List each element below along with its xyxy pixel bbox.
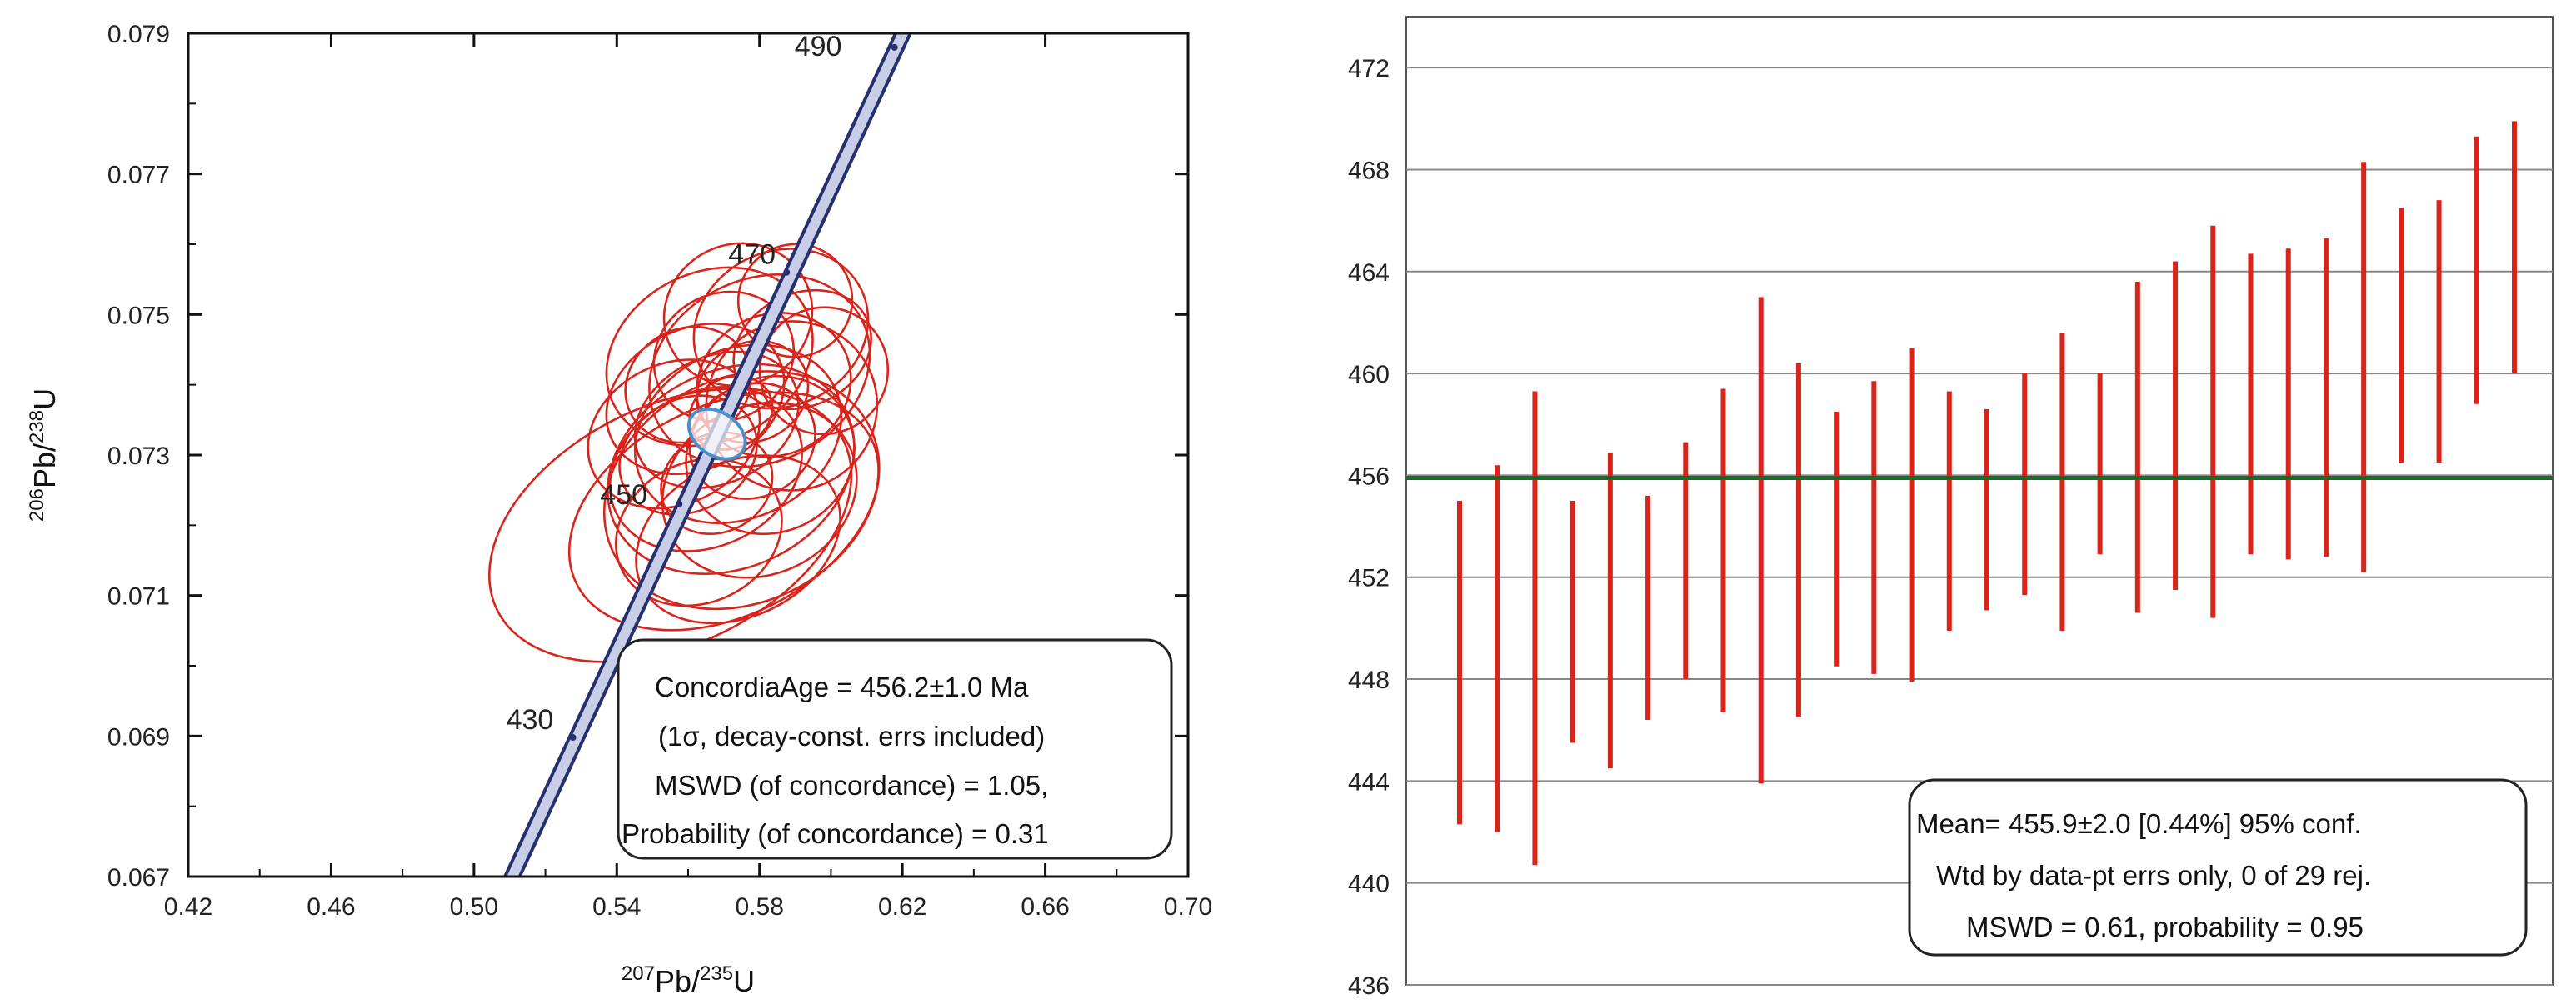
y-tick-label: 456 — [1348, 462, 1390, 490]
concordia-chart: 430 450 470 490 0.42 0.46 0.50 0.54 0.58 0.62 0.6… — [26, 21, 1212, 998]
concordia-plot-frame — [187, 32, 1190, 878]
concordia-age-marker — [783, 268, 791, 276]
data-ellipse — [662, 242, 814, 388]
x-tick-label: 0.70 — [1164, 893, 1212, 921]
concordia-age-marker — [676, 501, 683, 508]
concordia-curve — [502, 33, 912, 877]
y-tick-labels: 436 440 444 448 452 456 460 464 468 472 — [1348, 55, 1390, 1000]
y-tick-label: 468 — [1348, 157, 1390, 184]
data-ellipse — [736, 242, 854, 358]
y-tick-label: 0.073 — [107, 442, 170, 470]
stats-box-frame — [1908, 778, 2528, 957]
data-ellipses — [487, 242, 890, 663]
x-tick-label: 0.62 — [878, 893, 926, 921]
y-tick-label: 440 — [1348, 871, 1390, 898]
mswd-text: MSWD (of concordance) = 1.05, — [655, 770, 1048, 801]
x-tick-label: 0.58 — [736, 893, 784, 921]
concordia-age-label: 470 — [728, 239, 776, 271]
y-tick-label: 0.067 — [107, 864, 170, 892]
decay-const-text: (1σ, decay-const. errs included) — [658, 721, 1045, 752]
error-bars — [1457, 121, 2517, 866]
data-ellipse — [567, 391, 880, 632]
weighted-mean-chart: 436 440 444 448 452 456 460 464 468 472 Mean= 455… — [1348, 16, 2554, 1000]
x-tick-label: 0.66 — [1021, 893, 1069, 921]
probability-text: Probability (of concordance) = 0.31 — [622, 818, 1049, 849]
x-tick-label: 0.50 — [450, 893, 498, 921]
concordia-envelope-line — [517, 33, 912, 877]
concordia-age-label: 430 — [507, 704, 554, 736]
data-ellipse — [758, 306, 890, 436]
concordia-age-marker — [891, 43, 898, 51]
y-tick-label: 464 — [1348, 259, 1390, 287]
data-ellipse — [605, 266, 814, 448]
data-ellipse — [602, 370, 881, 611]
y-tick-label: 0.077 — [107, 162, 170, 189]
concordia-stats-box: ConcordiaAge = 456.2±1.0 Ma (1σ, decay-c… — [617, 638, 1173, 860]
data-ellipse — [607, 362, 856, 576]
data-ellipse — [487, 388, 853, 663]
x-tick-label: 0.54 — [592, 893, 641, 921]
concordia-age-label: 490 — [795, 31, 842, 62]
weighting-text: Wtd by data-pt errs only, 0 of 29 rej. — [1936, 860, 2371, 891]
data-ellipse — [587, 358, 761, 510]
y-tick-label: 444 — [1348, 768, 1390, 796]
y-tick-label: 0.075 — [107, 302, 170, 329]
concordia-age-label: 450 — [600, 479, 647, 511]
x-tick-label: 0.46 — [307, 893, 355, 921]
x-axis-title: 207Pb/235U — [622, 962, 755, 998]
data-ellipse — [648, 273, 871, 468]
y-tick-labels: 0.067 0.069 0.071 0.073 0.075 0.077 0.079 — [107, 21, 170, 892]
stats-box-frame — [617, 638, 1173, 860]
concordia-age-labels: 430 450 470 490 — [507, 31, 842, 736]
y-tick-label: 472 — [1348, 55, 1390, 82]
concordia-age-text: ConcordiaAge = 456.2±1.0 Ma — [655, 672, 1029, 702]
y-tick-label: 436 — [1348, 972, 1390, 1000]
y-tick-label: 0.079 — [107, 21, 170, 48]
y-tick-label: 452 — [1348, 565, 1390, 592]
concordia-age-marker — [569, 734, 577, 742]
data-ellipse — [652, 290, 796, 423]
y-axis-title: 206Pb/238U — [26, 388, 62, 522]
y-tick-label: 448 — [1348, 667, 1390, 694]
concordia-age-ellipse — [686, 407, 747, 461]
mean-text: Mean= 455.9±2.0 [0.44%] 95% conf. — [1916, 808, 2362, 839]
x-tick-label: 0.42 — [164, 893, 212, 921]
weighted-mean-stats-box: Mean= 455.9±2.0 [0.44%] 95% conf. Wtd by… — [1908, 778, 2528, 957]
data-ellipse — [618, 394, 758, 516]
y-tick-label: 0.069 — [107, 723, 170, 751]
y-tick-label: 460 — [1348, 361, 1390, 388]
mswd-probability-text: MSWD = 0.61, probability = 0.95 — [1966, 912, 2364, 942]
x-tick-labels: 0.42 0.46 0.50 0.54 0.58 0.62 0.66 0.70 — [164, 893, 1212, 921]
y-tick-label: 0.071 — [107, 583, 170, 611]
concordia-envelope-line — [502, 33, 898, 877]
